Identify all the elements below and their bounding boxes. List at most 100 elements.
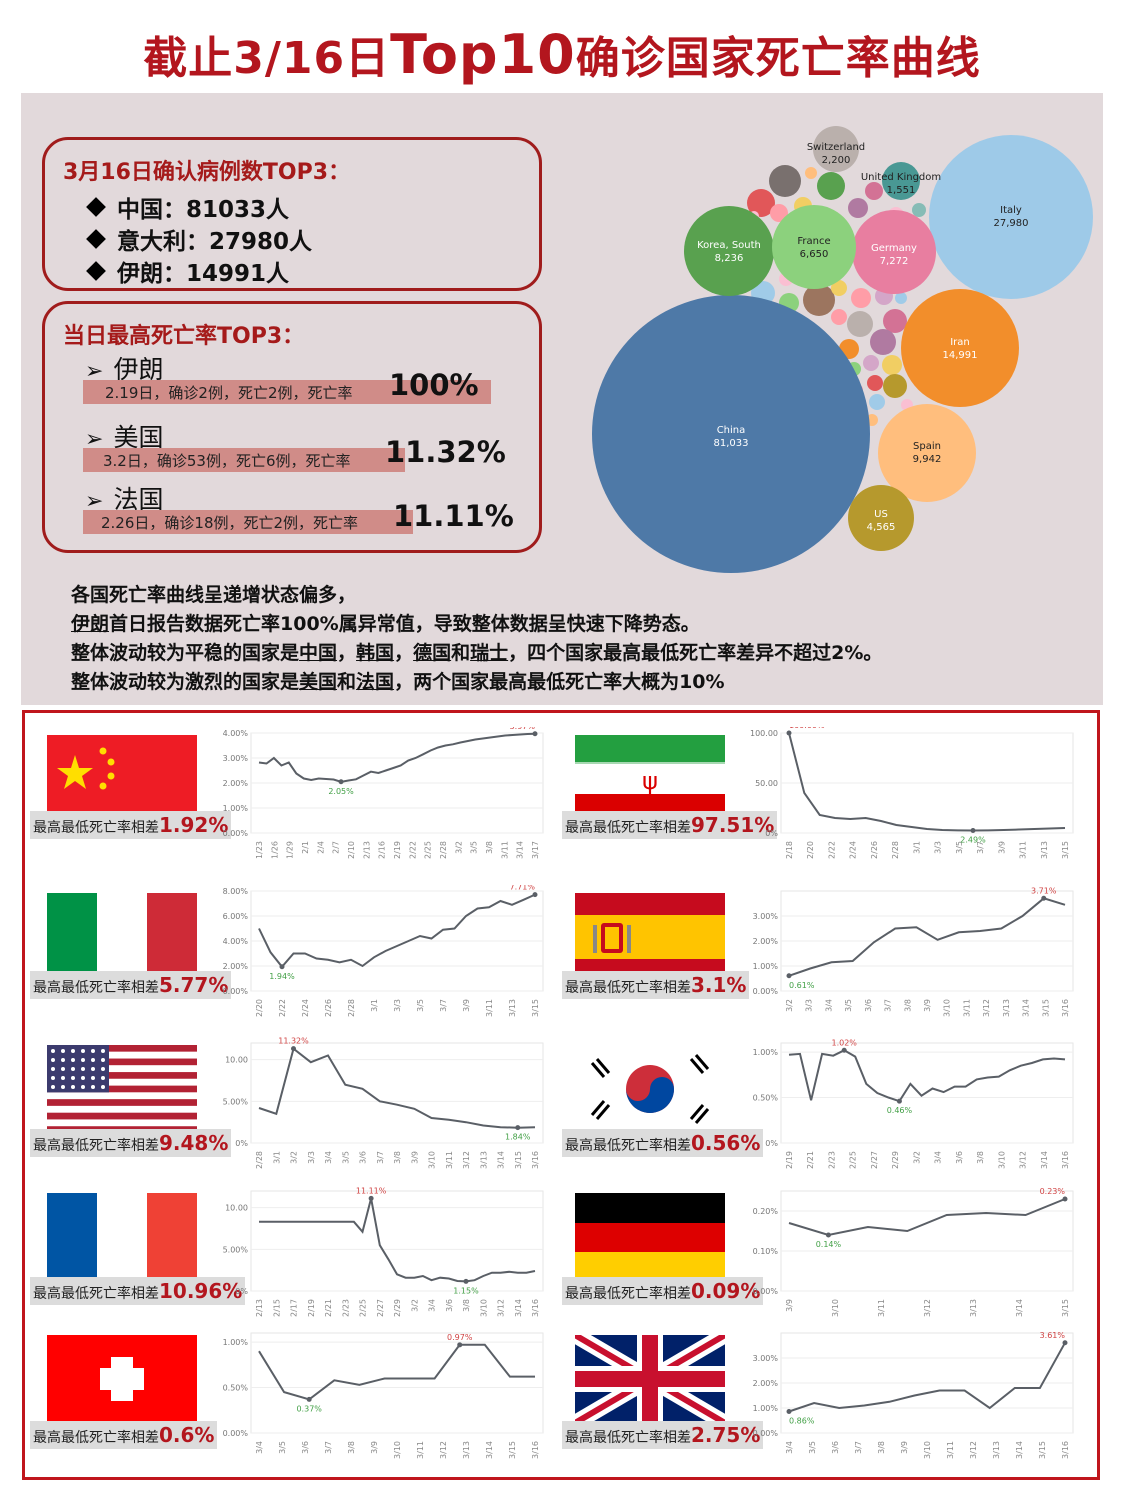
x-tick-label: 3/4	[785, 1441, 794, 1454]
x-tick-label: 2/26	[324, 999, 333, 1017]
y-tick-label: 0.20%	[753, 1207, 779, 1216]
bubble-switzerland: Switzerland 2,200	[807, 126, 865, 172]
diff-label: 最高最低死亡率相差0.09%	[562, 1277, 764, 1305]
x-tick-label: 3/5	[955, 841, 964, 854]
x-tick-label: 3/14	[485, 1441, 494, 1459]
top3-cases-box: 3月16日确认病例数TOP3： 中国：81033人 意大利：27980人 伊朗：…	[42, 137, 542, 291]
x-tick-label: 3/17	[531, 841, 540, 859]
x-tick-label: 2/25	[359, 1299, 368, 1317]
x-tick-label: 3/1	[370, 999, 379, 1012]
x-tick-label: 2/7	[332, 841, 341, 854]
diff-label: 最高最低死亡率相差10.96%	[30, 1277, 246, 1305]
diff-label: 最高最低死亡率相差1.92%	[30, 811, 232, 839]
svg-text:4,565: 4,565	[867, 522, 896, 533]
x-tick-label: 3/16	[1061, 999, 1070, 1017]
svg-text:7,272: 7,272	[880, 256, 909, 267]
top3-cases-heading: 3月16日确认病例数TOP3：	[63, 160, 351, 185]
x-tick-label: 3/16	[531, 1299, 540, 1317]
x-tick-label: 2/19	[393, 841, 402, 859]
diamond-bullet-icon	[86, 197, 106, 217]
x-tick-label: 2/26	[870, 841, 879, 859]
x-tick-label: 3/11	[962, 999, 971, 1017]
x-tick-label: 3/5	[808, 1441, 817, 1454]
x-tick-label: 3/10	[393, 1441, 402, 1459]
x-tick-label: 3/10	[428, 1151, 437, 1169]
x-tick-label: 3/6	[301, 1441, 310, 1454]
x-tick-label: 1/29	[286, 841, 295, 859]
x-tick-label: 3/12	[497, 1299, 506, 1317]
death-rate-chart-korea: 0% 0.50% 1.00% 2/19 2/21 2/23 2/25 2/27 2/29 3/2 3…	[753, 1038, 1074, 1169]
x-tick-label: 3/15	[1061, 841, 1070, 859]
series-line	[258, 1046, 536, 1129]
bubble-germany: Germany 7,272	[852, 210, 936, 294]
x-tick-label: 3/8	[903, 999, 912, 1012]
diff-label: 最高最低死亡率相差2.75%	[562, 1421, 764, 1449]
max-data-label: 1.02%	[831, 1038, 857, 1047]
summary-text: 各国死亡率曲线呈递增状态偏多， 伊朗首日报告数据死亡率100%属异常值，导致整体…	[71, 581, 1091, 697]
x-tick-label: 2/24	[301, 999, 310, 1017]
death-rate-chart-china: 0.00% 1.00% 2.00% 3.00% 4.00% 1/23 1/26 1/29 2/1…	[223, 727, 544, 859]
y-tick-label: 0%	[765, 829, 778, 838]
death-rate-chart-switzerland: 0.00% 0.50% 1.00% 3/4 3/5 3/6 3/7 3/8 3/9 3/10 3/1…	[223, 1332, 544, 1459]
y-tick-label: 2.00%	[223, 962, 249, 971]
svg-text:1,551: 1,551	[887, 185, 916, 196]
y-tick-label: 1.00%	[753, 962, 779, 971]
svg-text:9,942: 9,942	[913, 454, 942, 465]
x-tick-label: 3/12	[1019, 1151, 1028, 1169]
x-tick-label: 3/9	[923, 999, 932, 1012]
x-tick-label: 3/11	[500, 841, 509, 859]
y-tick-label: 1.00%	[223, 1338, 249, 1347]
svg-text:Iran: Iran	[950, 337, 970, 348]
summary-line: 整体波动较为平稳的国家是中国，韩国，德国和瑞士，四个国家最高最低死亡率差异不超过…	[71, 642, 883, 664]
diff-label: 最高最低死亡率相差0.6%	[30, 1421, 218, 1449]
switzerland-flag-icon	[47, 1335, 197, 1423]
x-tick-label: 3/6	[864, 999, 873, 1012]
x-tick-label: 3/13	[1002, 999, 1011, 1017]
case-line: 中国：81033人	[86, 190, 289, 224]
x-tick-label: 3/3	[393, 999, 402, 1012]
y-tick-label: 3.00%	[223, 754, 249, 763]
x-tick-label: 3/14	[1015, 1299, 1024, 1317]
x-tick-label: 2/24	[849, 841, 858, 859]
x-tick-label: 3/11	[1019, 841, 1028, 859]
bubble-france: France 6,650	[772, 205, 856, 289]
series-line	[788, 1342, 1066, 1413]
y-tick-label: 5.00%	[223, 1245, 249, 1254]
x-tick-label: 3/14	[1040, 1151, 1049, 1169]
y-tick-label: 0.10%	[753, 1247, 779, 1256]
x-tick-label: 3/1	[912, 841, 921, 854]
rate-value: 11.11%	[393, 499, 514, 533]
x-tick-label: 3/15	[508, 1441, 517, 1459]
x-tick-label: 2/29	[393, 1299, 402, 1317]
svg-text:Korea, South: Korea, South	[697, 240, 761, 251]
y-tick-label: 4.00%	[223, 729, 249, 738]
diff-label: 最高最低死亡率相差3.1%	[562, 971, 750, 999]
max-point	[291, 1046, 296, 1052]
rate-detail: 2.19日，确诊2例，死亡2例，死亡率	[105, 384, 353, 402]
death-rate-chart-usa: 0% 5.00% 10.00 2/28 3/1 3/2 3/3 3/4 3/5 3/6 3/7 3/8…	[223, 1037, 544, 1169]
min-data-label: 0.46%	[887, 1106, 913, 1115]
min-data-label: 0.14%	[816, 1240, 842, 1249]
x-tick-label: 3/3	[805, 999, 814, 1012]
x-tick-label: 2/23	[341, 1299, 350, 1317]
svg-text:8,236: 8,236	[715, 253, 744, 264]
x-tick-label: 3/14	[1022, 999, 1031, 1017]
death-rate-chart-italy: 0.00% 2.00% 4.00% 6.00% 8.00% 2/20 2/22 2/24 2/2…	[223, 885, 544, 1017]
x-tick-label: 2/17	[290, 1299, 299, 1317]
bubble-iran: Iran 14,991	[901, 289, 1019, 407]
y-tick-label: 3.00%	[753, 1354, 779, 1363]
x-tick-label: 3/11	[445, 1151, 454, 1169]
min-point	[306, 1396, 312, 1402]
spain-flag-icon	[575, 893, 725, 981]
rate-value: 11.32%	[385, 435, 506, 469]
x-tick-label: 3/11	[485, 999, 494, 1017]
iran-flag-icon: ψ	[575, 735, 725, 823]
x-tick-label: 3/7	[976, 841, 985, 854]
x-tick-label: 3/6	[955, 1151, 964, 1164]
min-data-label: 1.15%	[453, 1286, 479, 1295]
rate-country: ➢ 法国	[85, 485, 164, 514]
death-rate-chart-iran: 0% 50.00 100.00 2/18 2/20 2/22 2/24 2/26 2/28 3/1…	[750, 727, 1074, 859]
plot-area	[780, 1190, 1074, 1292]
x-tick-label: 2/19	[785, 1151, 794, 1169]
y-tick-label: 0.00%	[753, 1429, 779, 1438]
